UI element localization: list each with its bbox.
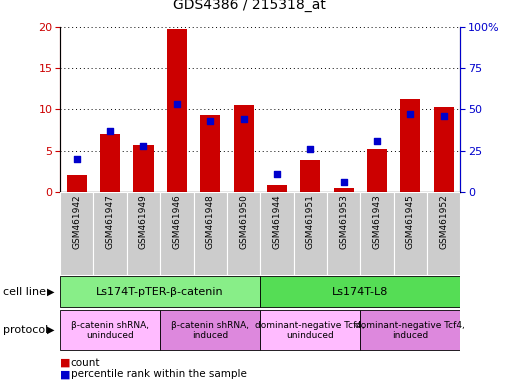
Bar <box>233 105 254 192</box>
Point <box>439 113 448 119</box>
Bar <box>260 276 460 307</box>
Text: Ls174T-L8: Ls174T-L8 <box>332 287 389 297</box>
Bar <box>260 192 293 275</box>
Bar <box>367 149 387 192</box>
Bar <box>194 192 227 275</box>
Bar <box>127 192 160 275</box>
Bar <box>427 192 460 275</box>
Text: GSM461951: GSM461951 <box>306 194 315 249</box>
Bar <box>293 192 327 275</box>
Bar <box>227 192 260 275</box>
Bar <box>334 188 354 192</box>
Bar <box>60 276 260 307</box>
Bar <box>200 115 220 192</box>
Text: GSM461952: GSM461952 <box>439 194 448 249</box>
Text: GSM461948: GSM461948 <box>206 194 214 249</box>
Text: GSM461947: GSM461947 <box>106 194 115 249</box>
Text: GSM461953: GSM461953 <box>339 194 348 249</box>
Text: β-catenin shRNA,
induced: β-catenin shRNA, induced <box>171 321 249 340</box>
Bar <box>300 160 320 192</box>
Point <box>339 179 348 185</box>
Point <box>106 128 115 134</box>
Bar <box>327 192 360 275</box>
Bar <box>260 310 360 350</box>
Point <box>206 118 214 124</box>
Text: GSM461944: GSM461944 <box>272 194 281 249</box>
Point <box>173 101 181 108</box>
Text: GSM461945: GSM461945 <box>406 194 415 249</box>
Bar <box>394 192 427 275</box>
Text: β-catenin shRNA,
uninduced: β-catenin shRNA, uninduced <box>71 321 149 340</box>
Text: count: count <box>71 358 100 368</box>
Bar <box>160 192 194 275</box>
Text: ▶: ▶ <box>48 325 55 335</box>
Bar <box>60 310 160 350</box>
Text: dominant-negative Tcf4,
induced: dominant-negative Tcf4, induced <box>355 321 465 340</box>
Bar <box>100 134 120 192</box>
Text: GSM461943: GSM461943 <box>372 194 381 249</box>
Bar <box>60 192 94 275</box>
Bar <box>160 310 260 350</box>
Point <box>306 146 314 152</box>
Bar <box>167 28 187 192</box>
Text: ■: ■ <box>60 369 71 379</box>
Text: GDS4386 / 215318_at: GDS4386 / 215318_at <box>173 0 326 12</box>
Point <box>139 143 147 149</box>
Text: GSM461949: GSM461949 <box>139 194 148 249</box>
Point <box>272 171 281 177</box>
Text: cell line: cell line <box>3 287 46 297</box>
Bar <box>267 185 287 192</box>
Text: GSM461942: GSM461942 <box>72 194 81 249</box>
Point <box>406 111 414 118</box>
Bar <box>94 192 127 275</box>
Bar <box>67 175 87 192</box>
Text: protocol: protocol <box>3 325 48 335</box>
Text: ■: ■ <box>60 358 71 368</box>
Bar <box>133 145 154 192</box>
Text: Ls174T-pTER-β-catenin: Ls174T-pTER-β-catenin <box>96 287 224 297</box>
Point <box>373 138 381 144</box>
Bar <box>360 310 460 350</box>
Bar <box>360 192 393 275</box>
Bar <box>400 99 420 192</box>
Bar <box>434 107 453 192</box>
Text: percentile rank within the sample: percentile rank within the sample <box>71 369 246 379</box>
Text: GSM461950: GSM461950 <box>239 194 248 249</box>
Text: dominant-negative Tcf4,
uninduced: dominant-negative Tcf4, uninduced <box>255 321 365 340</box>
Text: GSM461946: GSM461946 <box>173 194 181 249</box>
Point <box>240 116 248 122</box>
Point <box>73 156 81 162</box>
Text: ▶: ▶ <box>48 287 55 297</box>
